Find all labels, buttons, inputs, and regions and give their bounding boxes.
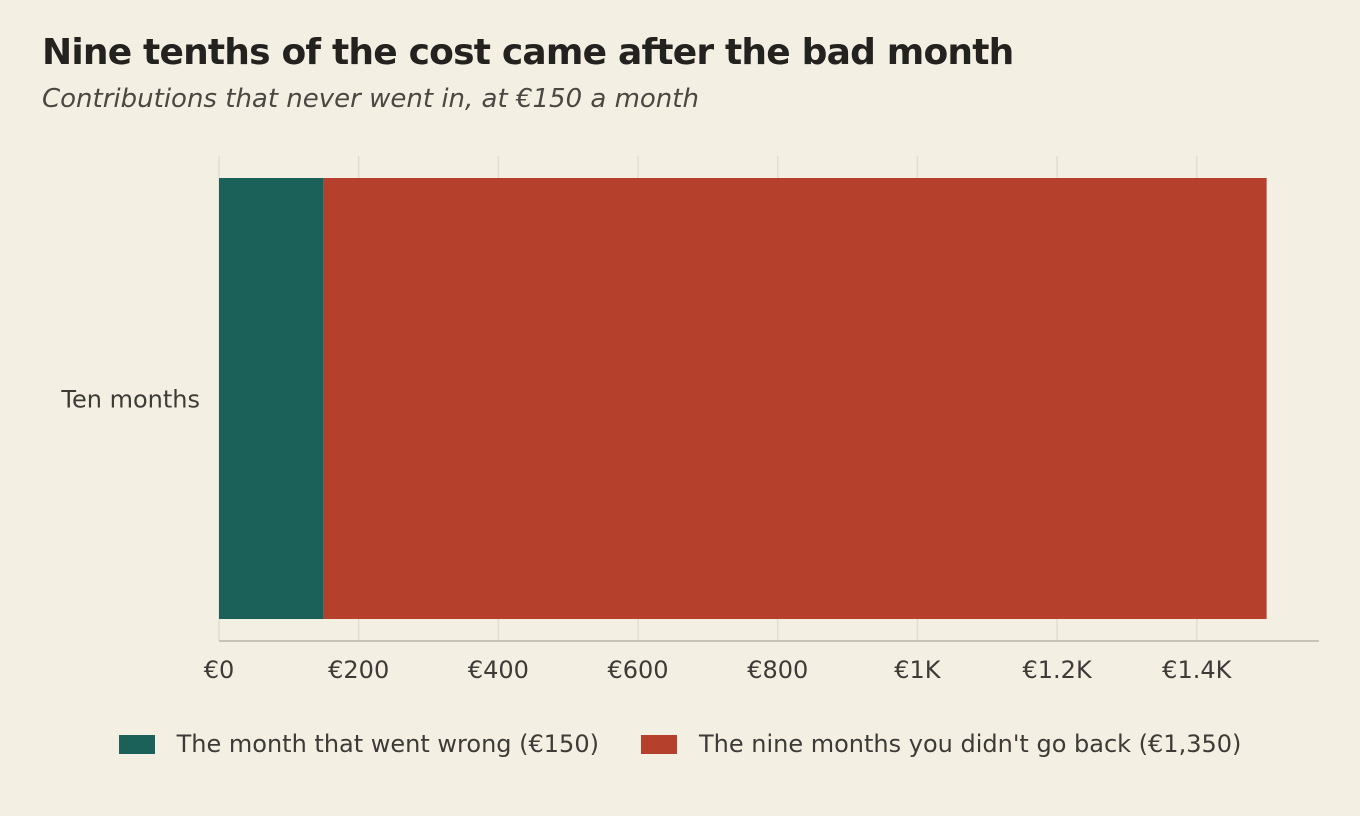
legend-swatch (640, 734, 677, 754)
legend-item: The month that went wrong (€150) (118, 730, 599, 758)
x-tick-label: €600 (608, 656, 669, 684)
legend-swatch (118, 734, 155, 754)
chart-subtitle: Contributions that never went in, at €15… (42, 84, 699, 114)
x-tick-label: €200 (328, 656, 389, 684)
legend-label: The month that went wrong (€150) (176, 730, 599, 758)
bar-segment-2 (323, 178, 1267, 619)
x-tick-label: €0 (204, 656, 235, 684)
x-tick-label: €1.4K (1162, 656, 1232, 684)
x-tick-label: €400 (468, 656, 529, 684)
bar-chart: Ten months €0 €200 €400 €600 €800 €1K €1.2K €1.4… (60, 156, 1319, 684)
x-tick-label: €1.2K (1023, 656, 1093, 684)
x-tick-label: €800 (747, 656, 808, 684)
legend-item: The nine months you didn't go back (€1,3… (640, 730, 1242, 758)
x-tick-label: €1K (894, 656, 942, 684)
bar-segment-1 (219, 178, 324, 619)
chart-title: Nine tenths of the cost came after the b… (42, 32, 1014, 73)
legend-label: The nine months you didn't go back (€1,3… (698, 730, 1242, 758)
category-label: Ten months (60, 386, 200, 414)
chart-legend: The month that went wrong (€150) The nine… (0, 730, 1360, 758)
